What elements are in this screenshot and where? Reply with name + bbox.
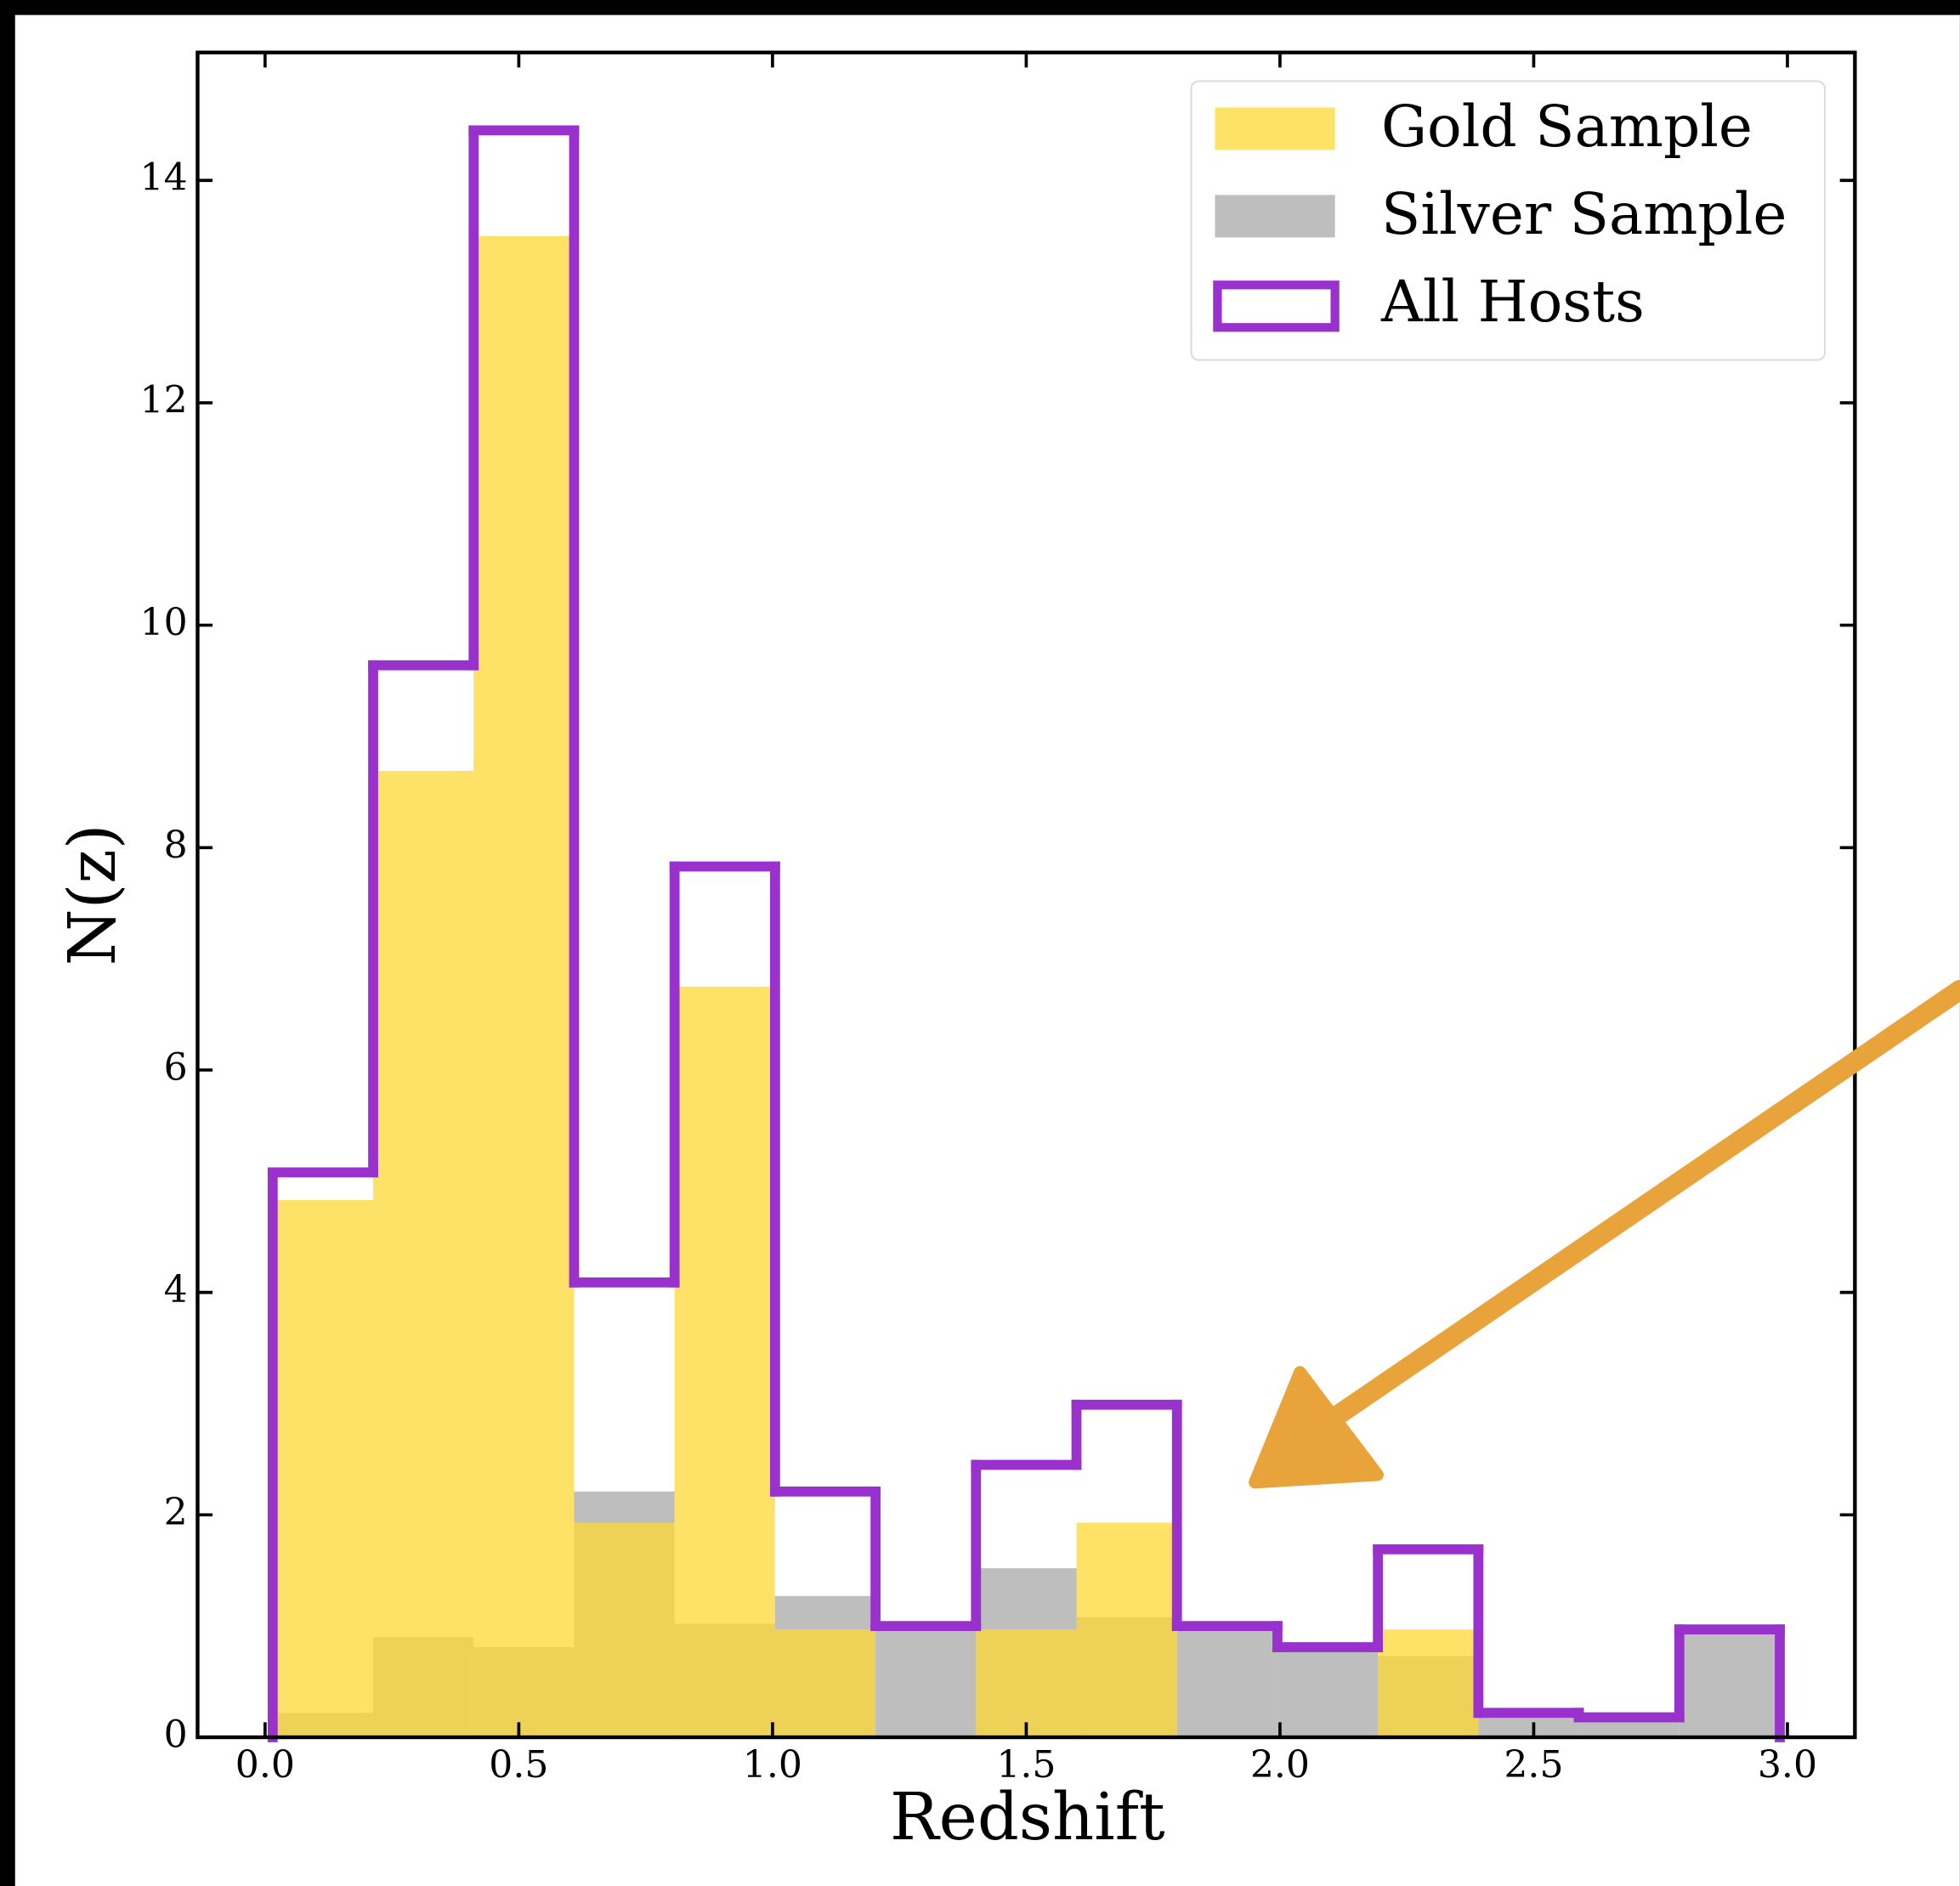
bar bbox=[1176, 1629, 1277, 1738]
x-tick-label: 1.5 bbox=[996, 1743, 1056, 1787]
bar bbox=[1076, 1522, 1177, 1738]
y-tick-label: 10 bbox=[140, 601, 188, 644]
y-tick-label: 8 bbox=[164, 824, 188, 867]
y-tick-label: 2 bbox=[164, 1491, 188, 1534]
y-tick-label: 14 bbox=[140, 156, 188, 200]
bar bbox=[674, 986, 775, 1738]
bar bbox=[574, 1522, 675, 1738]
legend-label: Silver Sample bbox=[1381, 180, 1787, 247]
x-tick-label: 0.0 bbox=[235, 1743, 295, 1787]
y-tick-label: 6 bbox=[164, 1045, 188, 1089]
legend-box bbox=[1190, 80, 1827, 361]
bar bbox=[272, 1200, 374, 1738]
x-tick-label: 3.0 bbox=[1758, 1743, 1817, 1787]
arrow-head bbox=[1249, 1366, 1384, 1489]
legend-swatch bbox=[1215, 107, 1335, 150]
legend-label: All Hosts bbox=[1380, 268, 1645, 335]
bar bbox=[1578, 1717, 1680, 1738]
legend-swatch bbox=[1213, 280, 1340, 332]
x-tick-label: 1.0 bbox=[743, 1743, 802, 1787]
plot-area: 0 2 4 6 8 10 12 14 0.0 0.5 1.0 1.5 2.0 2.5 3.0 Gold Sam… bbox=[140, 50, 1857, 1787]
legend-label: Gold Sample bbox=[1381, 93, 1753, 160]
bar bbox=[1679, 1629, 1780, 1738]
bar bbox=[875, 1629, 977, 1738]
x-axis-label: Redshift bbox=[890, 1780, 1165, 1855]
annotation-arrow bbox=[1249, 979, 1960, 1489]
bar bbox=[1277, 1647, 1379, 1738]
x-tick-label: 2.5 bbox=[1504, 1743, 1563, 1787]
legend-swatch bbox=[1215, 195, 1335, 238]
y-tick-label: 12 bbox=[140, 378, 188, 422]
bar bbox=[774, 1629, 876, 1738]
legend: Gold Sample Silver Sample All Hosts bbox=[1190, 80, 1827, 361]
x-tick-label: 0.5 bbox=[489, 1743, 548, 1787]
y-tick-label: 4 bbox=[164, 1268, 188, 1311]
arrow-shaft bbox=[1317, 979, 1960, 1433]
y-axis-label: N(z) bbox=[55, 824, 131, 966]
bar bbox=[976, 1629, 1077, 1738]
x-tick-label: 2.0 bbox=[1250, 1743, 1310, 1787]
bar bbox=[1378, 1629, 1479, 1738]
bar bbox=[373, 770, 474, 1738]
bar bbox=[473, 235, 575, 1738]
y-tick-label: 0 bbox=[164, 1713, 188, 1757]
